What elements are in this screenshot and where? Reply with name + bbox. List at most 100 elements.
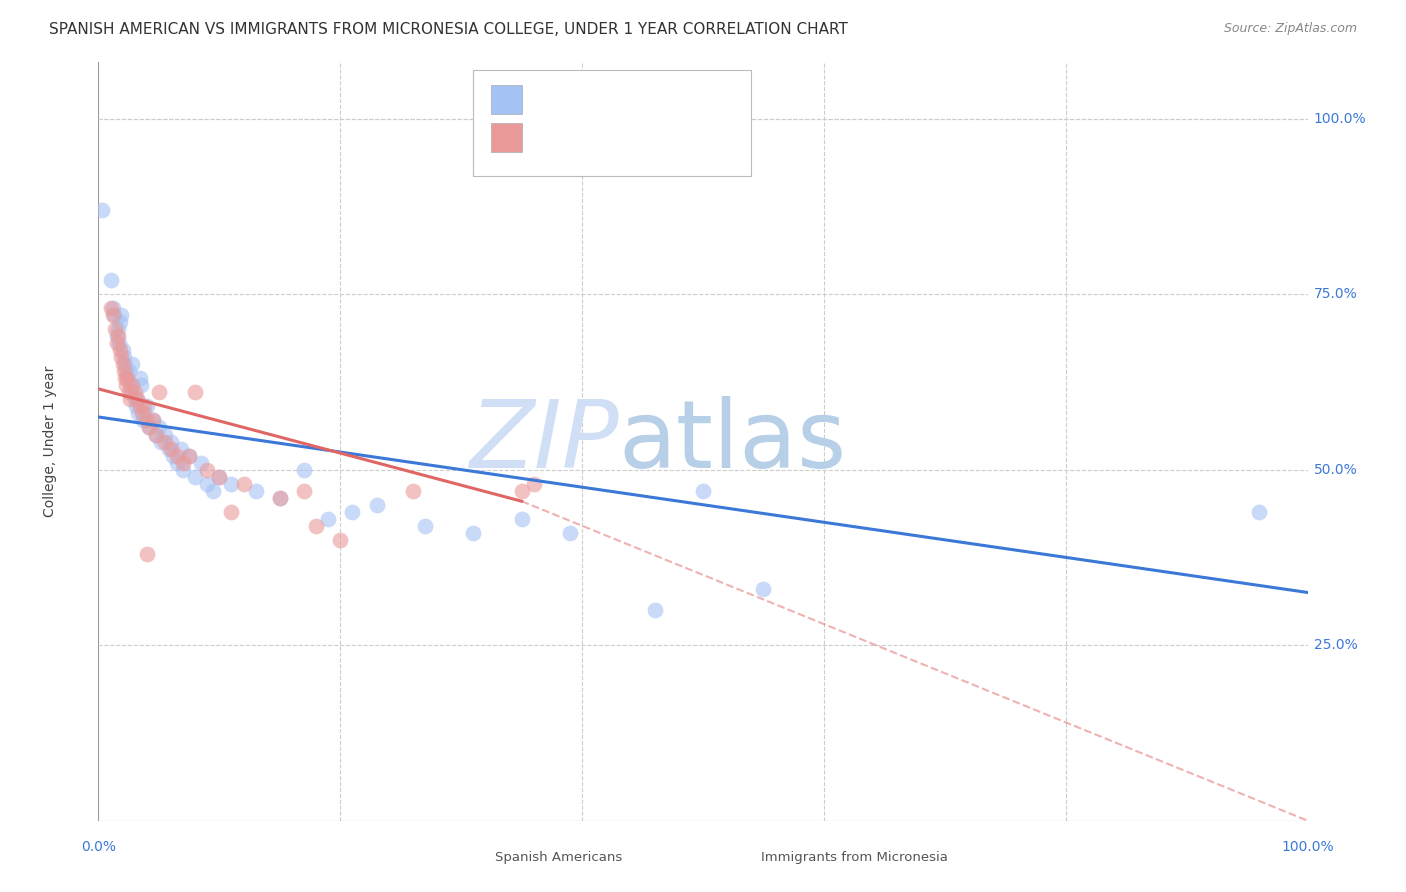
Text: -0.352: -0.352 [578,129,637,147]
Text: 43: 43 [692,129,716,147]
Point [111,343,134,358]
Point [172,462,194,476]
Bar [727,846,754,863]
Point [153,427,176,442]
Point [413,518,436,533]
Point [644,603,666,617]
Point [101,308,124,322]
Point [118,392,141,407]
Point [105,329,128,343]
Point [138,420,160,434]
Point [169,442,191,456]
Point [117,371,139,385]
Point [127,392,149,407]
Bar [492,86,522,114]
Point [245,483,267,498]
Point [510,483,533,498]
Point [112,364,135,378]
Point [160,434,183,449]
Text: N =: N = [652,129,689,147]
Bar [461,846,488,863]
FancyBboxPatch shape [474,70,751,177]
Point [162,449,184,463]
Point [128,400,150,414]
Point [101,301,124,315]
Point [118,378,141,392]
Point [342,505,364,519]
Point [523,476,546,491]
Bar [492,123,522,152]
Text: 25.0%: 25.0% [1313,638,1357,652]
Point [150,434,173,449]
Text: 0.0%: 0.0% [82,839,115,854]
Point [153,434,176,449]
Point [124,385,146,400]
Text: R =: R = [537,91,574,110]
Point [366,498,388,512]
Point [179,449,201,463]
Point [752,582,775,596]
Point [110,351,132,365]
Point [402,483,425,498]
Text: -0.252: -0.252 [578,91,637,110]
Point [104,322,127,336]
Point [121,357,143,371]
Text: 59: 59 [692,91,716,110]
Point [110,308,132,322]
Point [108,315,131,329]
Point [115,364,138,378]
Point [558,525,581,540]
Text: N =: N = [652,91,689,110]
Point [91,202,114,217]
Text: 75.0%: 75.0% [1313,287,1357,301]
Point [142,413,165,427]
Point [105,336,128,351]
Text: Immigrants from Micronesia: Immigrants from Micronesia [761,851,948,864]
Point [100,273,122,287]
Point [1249,505,1271,519]
Point [269,491,291,505]
Point [195,462,218,476]
Point [128,371,150,385]
Point [463,525,485,540]
Point [103,308,125,322]
Point [134,400,156,414]
Point [114,371,136,385]
Point [127,392,149,407]
Point [142,413,165,427]
Text: 50.0%: 50.0% [1313,463,1357,476]
Point [112,351,135,365]
Point [138,420,160,434]
Point [100,301,122,315]
Point [129,378,152,392]
Text: SPANISH AMERICAN VS IMMIGRANTS FROM MICRONESIA COLLEGE, UNDER 1 YEAR CORRELATION: SPANISH AMERICAN VS IMMIGRANTS FROM MICR… [49,22,848,37]
Point [108,343,131,358]
Point [145,427,167,442]
Text: 100.0%: 100.0% [1313,112,1367,126]
Point [121,378,143,392]
Point [305,518,328,533]
Point [292,483,315,498]
Point [195,476,218,491]
Point [202,483,225,498]
Point [135,547,157,561]
Point [269,491,291,505]
Point [117,371,139,385]
Point [114,357,136,371]
Point [148,420,170,434]
Point [111,357,134,371]
Point [316,512,339,526]
Text: Source: ZipAtlas.com: Source: ZipAtlas.com [1223,22,1357,36]
Point [232,476,254,491]
Point [124,392,146,407]
Text: College, Under 1 year: College, Under 1 year [44,366,58,517]
Text: ZIP: ZIP [468,396,619,487]
Point [692,483,714,498]
Point [221,476,243,491]
Point [179,449,201,463]
Point [127,407,149,421]
Point [166,449,188,463]
Point [115,378,138,392]
Point [208,469,231,483]
Point [148,385,170,400]
